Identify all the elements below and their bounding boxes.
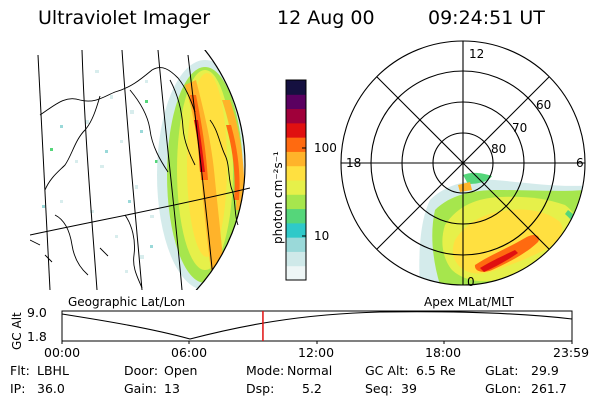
colorbar-cell [286, 108, 306, 124]
meta-glat-key: GLat: [485, 363, 519, 378]
colorbar-cell [286, 208, 306, 224]
altitude-curve [61, 311, 573, 340]
colorbar-cell [286, 194, 306, 210]
date-label: 12 Aug 00 [277, 7, 375, 29]
colorbar-cell [286, 80, 306, 95]
mlt-label-0: 0 [467, 275, 475, 289]
altitude-ytick-1-8: 1.8 [27, 329, 47, 344]
colorbar-unit-label: photon cm⁻²s⁻¹ [271, 151, 285, 244]
lat-label-70: 70 [512, 121, 528, 135]
colorbar-cell [286, 180, 306, 195]
meta-gain-value: 13 [164, 381, 180, 396]
lat-label-60: 60 [536, 98, 552, 112]
meta-dsp-value: 5.2 [302, 381, 322, 396]
altitude-ytick-9: 9.0 [27, 305, 47, 320]
mlt-label-18: 18 [346, 156, 362, 170]
geographic-map [30, 50, 250, 290]
colorbar-cell [286, 151, 306, 167]
meta-door-key: Door: [124, 363, 159, 378]
meta-dsp-key: Dsp: [246, 381, 275, 396]
colorbar-cell [286, 94, 306, 110]
colorbar-cell [286, 251, 306, 267]
meta-glon-value: 261.7 [531, 381, 567, 396]
altitude-xtick-0600: 06:00 [171, 345, 208, 360]
meta-mode-key: Mode: [246, 363, 285, 378]
time-label: 09:24:51 UT [428, 7, 545, 29]
mlt-label-6: 6 [576, 156, 584, 170]
right-panel-caption: Apex MLat/MLT [424, 295, 514, 309]
colorbar-cell [286, 137, 306, 152]
meta-ip-key: IP: [10, 381, 26, 396]
polar-plot [340, 40, 586, 286]
meta-flt-key: Flt: [10, 363, 30, 378]
altitude-xtick-2359: 23:59 [553, 345, 590, 360]
lat-label-80: 80 [491, 142, 507, 156]
instrument-title: Ultraviolet Imager [38, 7, 211, 29]
meta-door-value: Open [164, 363, 198, 378]
colorbar-cell [286, 265, 306, 281]
earth-limb [195, 50, 246, 290]
colorbar-cell [286, 237, 306, 252]
meta-seq-value: 39 [401, 381, 417, 396]
altitude-xtick-0000: 00:00 [44, 345, 81, 360]
meta-ip-value: 36.0 [37, 381, 65, 396]
meta-seq-key: Seq: [365, 381, 393, 396]
altitude-plot [61, 310, 573, 344]
coastlines [30, 67, 239, 289]
meta-gcalt-value: 6.5 Re [416, 363, 456, 378]
mlt-label-12: 12 [469, 47, 485, 61]
colorbar-label-10: 10 [314, 229, 330, 243]
colorbar-cell [286, 222, 306, 238]
meta-glon-key: GLon: [485, 381, 522, 396]
colorbar [285, 79, 307, 281]
altitude-xtick-1800: 18:00 [425, 345, 462, 360]
colorbar-cell [286, 122, 306, 138]
meta-mode-value: Normal [287, 363, 333, 378]
meta-glat-value: 29.9 [531, 363, 559, 378]
polar-grid [340, 40, 586, 286]
altitude-xtick-1200: 12:00 [298, 345, 335, 360]
noise-speckle [60, 70, 154, 273]
left-panel-caption: Geographic Lat/Lon [68, 295, 186, 309]
meta-flt-value: LBHL [37, 363, 69, 378]
altitude-ylabel: GC Alt [10, 312, 24, 350]
meta-gain-key: Gain: [124, 381, 157, 396]
colorbar-cell [286, 165, 306, 181]
meridian-lines [37, 50, 215, 290]
colorbar-label-100: 100 [314, 141, 337, 155]
meta-gcalt-key: GC Alt: [365, 363, 409, 378]
